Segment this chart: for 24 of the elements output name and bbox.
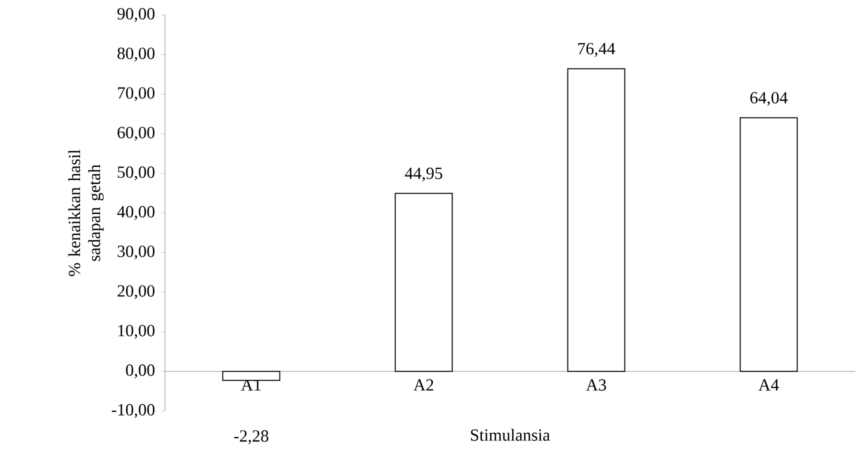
x-axis-title: Stimulansia	[471, 428, 550, 441]
y-axis-title: % kenaikkan hasil sadapan getah	[68, 150, 104, 276]
bar	[567, 68, 626, 372]
bar	[394, 192, 453, 372]
y-tick-label: 60,00	[118, 126, 154, 141]
y-tick-label: 80,00	[118, 48, 154, 62]
data-label: 64,04	[750, 92, 788, 106]
data-label: 44,95	[404, 168, 442, 182]
y-tick-label: 0,00	[126, 364, 154, 378]
bar	[740, 117, 798, 372]
y-tick-label: 30,00	[118, 246, 154, 260]
y-tick-label: 10,00	[118, 324, 154, 339]
y-tick-label: 70,00	[118, 87, 154, 102]
bar	[222, 370, 280, 381]
x-tick-label: A2	[414, 379, 434, 391]
x-tick-label: A3	[586, 379, 606, 391]
y-tick-label: 50,00	[118, 166, 154, 180]
y-tick-label: 40,00	[117, 206, 154, 220]
y-tick-label: 90,00	[117, 8, 154, 22]
data-label: 76,44	[578, 43, 616, 57]
y-tick-label: -10,00	[112, 404, 154, 418]
x-tick-label: A4	[758, 379, 779, 391]
data-label: -2,28	[234, 430, 268, 444]
y-tick-label: 20,00	[118, 285, 154, 300]
